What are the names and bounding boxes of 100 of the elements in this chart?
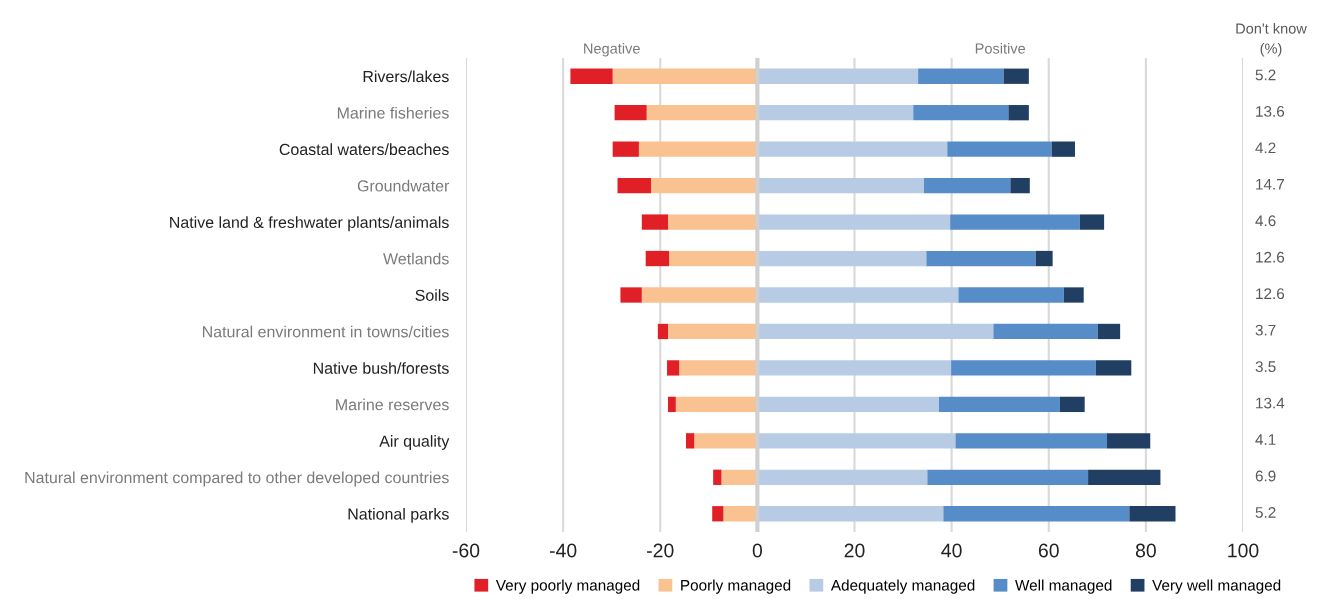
text: 12.6	[1256, 288, 1285, 300]
bar	[620, 287, 642, 303]
legend-label: Well managed	[1015, 579, 1112, 594]
text: 5.2	[1255, 507, 1276, 518]
bar	[757, 433, 956, 449]
x-tick-label: -60	[452, 543, 480, 558]
y-tick-label: Rivers/lakes	[363, 70, 449, 83]
bar	[1010, 177, 1030, 194]
bar	[721, 469, 758, 485]
bar	[667, 360, 680, 376]
x-tick-label: 100	[1228, 543, 1259, 558]
bar	[1095, 360, 1132, 376]
y-tick-label: Native land & freshwater plants/animals	[170, 216, 449, 232]
y-tick-label: Marine reserves	[336, 398, 449, 411]
bar	[1035, 250, 1053, 267]
bar	[657, 323, 669, 340]
bar	[712, 506, 724, 522]
text: 5.2	[1255, 69, 1276, 81]
x-tick-label: 40	[941, 543, 962, 558]
x-tick-label: 0	[752, 543, 763, 558]
bar	[757, 360, 952, 376]
bar	[1097, 323, 1121, 340]
bar	[757, 141, 948, 157]
text: Negative	[584, 42, 640, 57]
bar	[951, 360, 1096, 376]
bar	[679, 360, 758, 376]
legend-label: Adequately managed	[830, 579, 975, 594]
y-tick-label: Natural environment compared to other developed countries	[25, 471, 449, 487]
x-tick-label: 60	[1038, 543, 1059, 558]
y-tick-label: Wetlands	[383, 252, 449, 265]
text: 14.7	[1256, 179, 1284, 190]
bar	[641, 287, 758, 303]
y-tick-label: Native bush/forests	[313, 362, 449, 374]
bar	[646, 105, 758, 121]
bar	[757, 506, 944, 522]
bar	[757, 396, 939, 413]
bar	[645, 250, 669, 267]
legend-label: Very well managed	[1152, 579, 1281, 594]
bar	[993, 323, 1098, 340]
bar	[757, 214, 951, 230]
bar	[950, 214, 1080, 230]
bar	[612, 141, 639, 157]
bar	[668, 214, 758, 230]
bar	[668, 396, 676, 413]
y-tick-label: Natural environment in towns/cities	[202, 325, 449, 338]
text: 13.6	[1256, 105, 1285, 117]
bar	[757, 250, 927, 267]
bar	[927, 469, 1089, 485]
x-tick-label: -40	[549, 543, 577, 558]
bar	[694, 433, 758, 449]
y-tick-label: Groundwater	[357, 179, 450, 192]
y-tick-label: Coastal waters/beaches	[279, 143, 449, 156]
bar	[1008, 105, 1029, 121]
bar	[757, 287, 959, 303]
bar	[668, 250, 758, 267]
bar	[1129, 506, 1176, 522]
bar	[612, 68, 758, 84]
bar	[570, 68, 613, 84]
text: Don't know (%)	[1236, 23, 1307, 57]
text: Positive	[975, 42, 1026, 54]
bar	[1051, 141, 1075, 157]
text: 12.6	[1256, 251, 1285, 263]
bar	[926, 250, 1036, 267]
y-tick-label: Marine fisheries	[337, 106, 449, 119]
legend-label: Poorly managed	[681, 579, 791, 594]
bar	[913, 105, 1009, 121]
bar	[723, 506, 758, 522]
bar	[638, 141, 758, 157]
bar	[1059, 396, 1085, 413]
bar	[668, 323, 758, 340]
bar	[923, 177, 1011, 194]
bar	[757, 469, 928, 485]
legend-label: Very poorly managed	[495, 579, 640, 594]
x-tick-label: 20	[844, 543, 865, 558]
bar	[958, 287, 1064, 303]
text: 6.9	[1255, 470, 1276, 482]
bar	[675, 396, 758, 413]
y-tick-label: Soils	[415, 289, 449, 301]
y-tick-label: Air quality	[379, 435, 450, 450]
bar	[1107, 433, 1151, 449]
bar	[955, 433, 1108, 449]
bar	[1088, 469, 1161, 485]
text: 13.4	[1256, 397, 1285, 409]
bar	[617, 177, 652, 194]
bar	[713, 469, 722, 485]
bar	[1063, 287, 1084, 303]
bar	[757, 177, 924, 194]
bar	[939, 396, 1060, 413]
x-tick-label: -20	[647, 543, 674, 558]
bar	[947, 141, 1052, 157]
bar	[651, 177, 758, 194]
text: 4.2	[1255, 142, 1276, 154]
bar	[614, 105, 647, 121]
text: 4.6	[1255, 215, 1276, 227]
bar	[685, 433, 695, 449]
bar	[757, 105, 914, 121]
bar	[943, 506, 1130, 522]
bar	[641, 214, 669, 230]
text: 3.5	[1255, 361, 1276, 373]
x-tick-label: 80	[1135, 543, 1156, 558]
